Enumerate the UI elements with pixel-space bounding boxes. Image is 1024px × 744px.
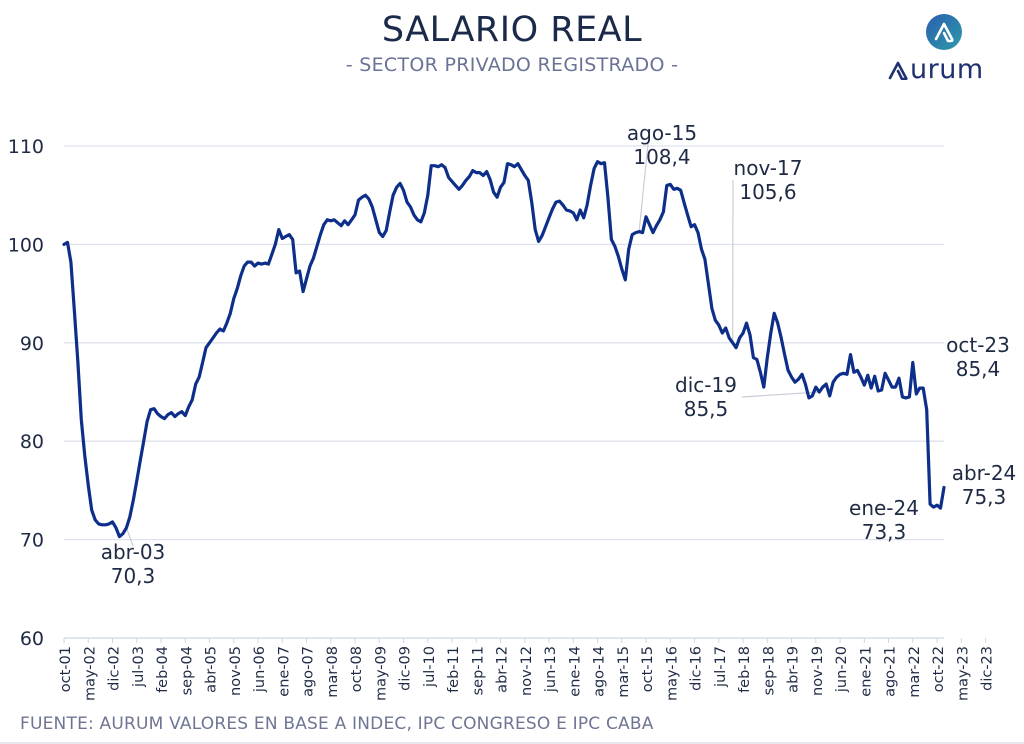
x-tick-label: nov-05 <box>228 646 244 696</box>
x-tick-label: sep-11 <box>470 646 486 695</box>
bottom-divider <box>0 742 1024 744</box>
x-tick-label: jul-03 <box>131 646 147 688</box>
y-tick-label: 60 <box>20 628 44 650</box>
annotation-leaders <box>125 143 820 547</box>
data-points <box>64 162 944 537</box>
x-tick-label: nov-12 <box>519 646 535 696</box>
annotation-date: oct-23 <box>946 333 1010 357</box>
x-tick-label: dic-02 <box>107 646 123 691</box>
y-tick-label: 100 <box>8 234 44 256</box>
x-tick-label: ago-21 <box>883 646 899 697</box>
annotation-date: dic-19 <box>675 373 737 397</box>
x-tick-label: jul-10 <box>422 646 438 688</box>
x-tick-label: feb-18 <box>737 646 753 693</box>
x-tick-label: abr-12 <box>495 646 511 693</box>
x-tick-label: ago-07 <box>301 646 317 697</box>
x-tick-label: abr-19 <box>786 646 802 693</box>
x-tick-label: jun-06 <box>252 646 268 693</box>
x-tick-label: may-16 <box>664 646 680 701</box>
x-tick-label: ene-14 <box>567 646 583 697</box>
x-tick-label: mar-08 <box>325 646 341 698</box>
logo-wordmark: urum <box>888 54 984 85</box>
annotation-value: 73,3 <box>862 520 907 544</box>
chart-subtitle: - SECTOR PRIVADO REGISTRADO - <box>345 54 679 76</box>
annotation-value: 70,3 <box>111 564 156 588</box>
series-line-salario-real <box>62 160 946 539</box>
y-axis-ticks: 60 70 80 90 100 110 <box>8 136 44 650</box>
x-tick-label: oct-01 <box>58 646 74 692</box>
x-tick-label: ago-14 <box>592 646 608 697</box>
x-tick-label: jul-17 <box>713 646 729 688</box>
annotation-date: abr-24 <box>952 461 1017 485</box>
x-tick-label: may-23 <box>955 646 971 701</box>
annotation-value: 105,6 <box>739 180 796 204</box>
chart-title: SALARIO REAL <box>381 10 643 50</box>
annotation-value: 75,3 <box>962 485 1007 509</box>
annotation-date: ago-15 <box>627 121 697 145</box>
x-tick-label: oct-15 <box>640 646 656 692</box>
x-tick-label: oct-08 <box>349 646 365 692</box>
annotation-leader-line <box>125 527 134 547</box>
y-tick-label: 90 <box>20 333 44 355</box>
x-tick-label: mar-22 <box>907 646 923 698</box>
annotation-date: abr-03 <box>101 540 166 564</box>
logo-circle-icon <box>926 14 962 50</box>
y-tick-label: 70 <box>20 530 44 552</box>
gridlines <box>64 145 944 639</box>
logo-a-glyph-icon <box>888 61 908 81</box>
x-tick-label: jun-13 <box>543 646 559 693</box>
x-tick-label: mar-15 <box>616 646 632 698</box>
annotation-value: 85,5 <box>684 397 729 421</box>
annotation-leader-line <box>638 143 649 232</box>
x-tick-label: dic-09 <box>398 646 414 691</box>
x-tick-label: feb-11 <box>446 646 462 693</box>
annotation-date: nov-17 <box>734 156 803 180</box>
x-tick-label: dic-16 <box>689 646 705 691</box>
x-tick-label: ene-07 <box>276 646 292 697</box>
annotation-value: 85,4 <box>956 357 1001 381</box>
logo-a-icon <box>934 22 954 43</box>
x-tick-label: jun-20 <box>834 646 850 693</box>
logo-text: urum <box>910 54 984 85</box>
annotation-date: ene-24 <box>849 496 919 520</box>
y-tick-label: 110 <box>8 136 44 158</box>
annotation-value: 108,4 <box>633 145 690 169</box>
x-tick-label: sep-04 <box>179 646 195 695</box>
x-tick-label: sep-18 <box>761 646 777 695</box>
x-tick-label: feb-04 <box>155 646 171 693</box>
x-tick-label: nov-19 <box>810 646 826 696</box>
aurum-logo: urum <box>884 14 1004 88</box>
source-note: FUENTE: AURUM VALORES EN BASE A INDEC, I… <box>20 714 654 734</box>
x-tick-label: dic-23 <box>980 646 996 691</box>
x-tick-label: ene-21 <box>858 646 874 697</box>
x-tick-label: abr-05 <box>204 646 220 693</box>
x-tick-label: may-09 <box>373 646 389 701</box>
x-tick-label: may-02 <box>82 646 98 701</box>
x-tick-label: oct-22 <box>931 646 947 692</box>
y-tick-label: 80 <box>20 431 44 453</box>
x-axis-ticks: oct-01 may-02 dic-02 jul-03 feb-04 sep-04 abr-… <box>58 638 996 701</box>
